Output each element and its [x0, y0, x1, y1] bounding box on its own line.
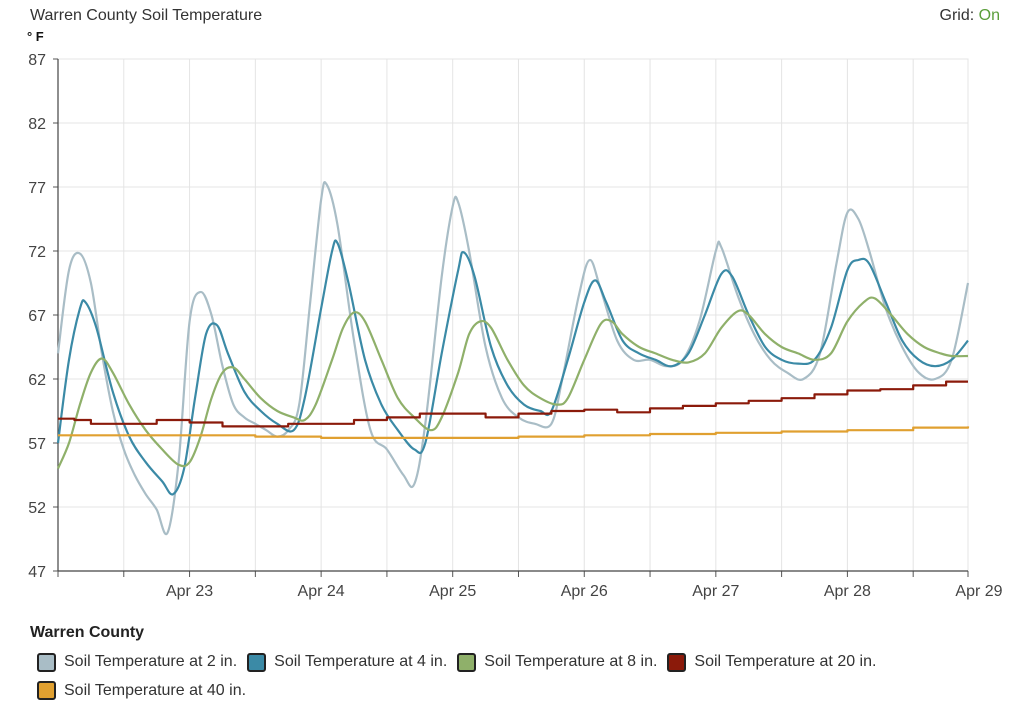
legend-title: Warren County	[30, 624, 145, 641]
series-line-2	[56, 239, 969, 496]
y-tick-label: 77	[28, 180, 46, 197]
legend-item-1[interactable]: Soil Temperature at 2 in.	[37, 648, 237, 676]
legend-item-3[interactable]: Soil Temperature at 8 in.	[457, 648, 657, 676]
y-tick-label: 57	[28, 436, 46, 453]
x-tick-label: Apr 27	[692, 583, 739, 600]
legend-swatch	[37, 652, 56, 672]
y-tick-label: 87	[28, 52, 46, 69]
chart-grid	[57, 58, 969, 572]
y-tick-label: 47	[28, 564, 46, 581]
legend-swatch	[667, 652, 687, 672]
soil-temperature-chart: 47 52 57 62 67 72 77 82 87 Apr 23 Apr 24 Apr 25 Apr …	[28, 52, 1002, 600]
series-line-5	[58, 426, 970, 439]
legend-label: Soil Temperature at 40 in.	[64, 681, 247, 699]
chart-legend: Soil Temperature at 2 in. Soil Temperatur…	[37, 648, 997, 705]
legend-item-2[interactable]: Soil Temperature at 4 in.	[247, 648, 447, 676]
y-tick-label: 72	[28, 244, 46, 261]
legend-swatch	[457, 652, 477, 672]
legend-label: Soil Temperature at 4 in.	[274, 653, 448, 670]
legend-item-4[interactable]: Soil Temperature at 20 in.	[667, 648, 876, 676]
x-tick-label: Apr 26	[561, 583, 608, 600]
grid-toggle-label: Grid:	[939, 7, 975, 24]
chart-title: Warren County Soil Temperature	[30, 7, 263, 24]
chart-axes: 47 52 57 62 67 72 77 82 87 Apr 23 Apr 24 Apr 25 Apr …	[28, 52, 1002, 600]
y-axis-unit: ° F	[27, 29, 44, 44]
y-tick-label: 67	[28, 308, 46, 325]
y-tick-label: 52	[28, 500, 46, 517]
grid-toggle[interactable]: Grid: On	[940, 7, 1000, 25]
legend-label: Soil Temperature at 20 in.	[694, 653, 877, 670]
legend-swatch	[37, 681, 56, 700]
x-tick-label: Apr 25	[429, 583, 476, 600]
legend-label: Soil Temperature at 2 in.	[64, 653, 238, 670]
x-tick-label: Apr 24	[298, 583, 345, 600]
series-line-4	[58, 380, 968, 428]
chart-series	[56, 181, 970, 536]
legend-item-5[interactable]: Soil Temperature at 40 in.	[37, 677, 246, 705]
series-line-3	[56, 296, 969, 470]
legend-label: Soil Temperature at 8 in.	[484, 653, 658, 670]
y-tick-label: 82	[28, 116, 46, 133]
legend-swatch	[247, 652, 267, 672]
series-line-1	[56, 181, 970, 536]
grid-toggle-state: On	[978, 7, 1000, 24]
x-tick-label: Apr 23	[166, 583, 213, 600]
x-tick-label: Apr 28	[824, 583, 871, 600]
x-tick-label: Apr 29	[955, 583, 1002, 600]
y-tick-label: 62	[28, 372, 46, 389]
